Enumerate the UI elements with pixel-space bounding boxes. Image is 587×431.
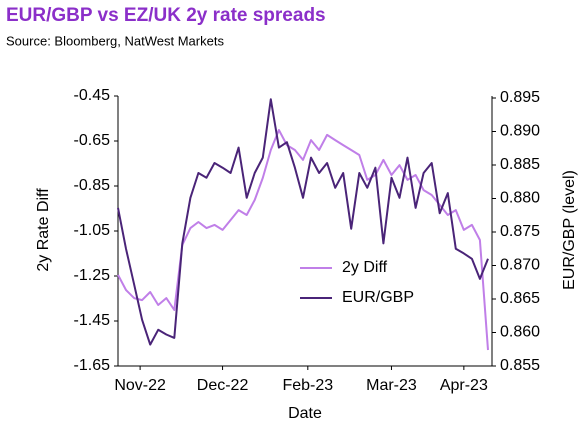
y2-axis-label: EUR/GBP (level): [561, 170, 578, 290]
y-tick-label: -1.65: [74, 357, 111, 374]
chart-title: EUR/GBP vs EZ/UK 2y rate spreads: [6, 5, 326, 26]
y2-tick-label: 0.855: [500, 357, 540, 374]
x-tick-label: Feb-23: [282, 377, 333, 394]
legend-label: EUR/GBP: [342, 289, 414, 306]
y2-tick-label: 0.875: [500, 223, 540, 240]
y-tick-label: -1.25: [74, 267, 111, 284]
y-tick-label: -0.85: [74, 177, 111, 194]
y-axis-label: 2y Rate Diff: [35, 188, 52, 272]
y-tick-label: -0.65: [74, 132, 111, 149]
y-tick-label: -1.05: [74, 222, 111, 239]
x-tick-label: Nov-22: [114, 377, 166, 394]
x-tick-label: Apr-23: [440, 377, 488, 394]
y2-tick-label: 0.860: [500, 324, 540, 341]
y-tick-label: -0.45: [74, 87, 111, 104]
y2-tick-label: 0.885: [500, 156, 540, 173]
y2-tick-label: 0.890: [500, 123, 540, 140]
y2-tick-label: 0.880: [500, 190, 540, 207]
series-line: [117, 98, 489, 346]
x-tick-label: Mar-23: [366, 377, 417, 394]
x-tick-label: Dec-22: [197, 377, 249, 394]
y2-tick-label: 0.895: [500, 89, 540, 106]
chart-subtitle: Source: Bloomberg, NatWest Markets: [6, 33, 224, 48]
y-tick-label: -1.45: [74, 312, 111, 329]
y2-tick-label: 0.865: [500, 290, 540, 307]
x-axis-label: Date: [288, 405, 322, 422]
y2-tick-label: 0.870: [500, 257, 540, 274]
legend-label: 2y Diff: [342, 259, 388, 276]
